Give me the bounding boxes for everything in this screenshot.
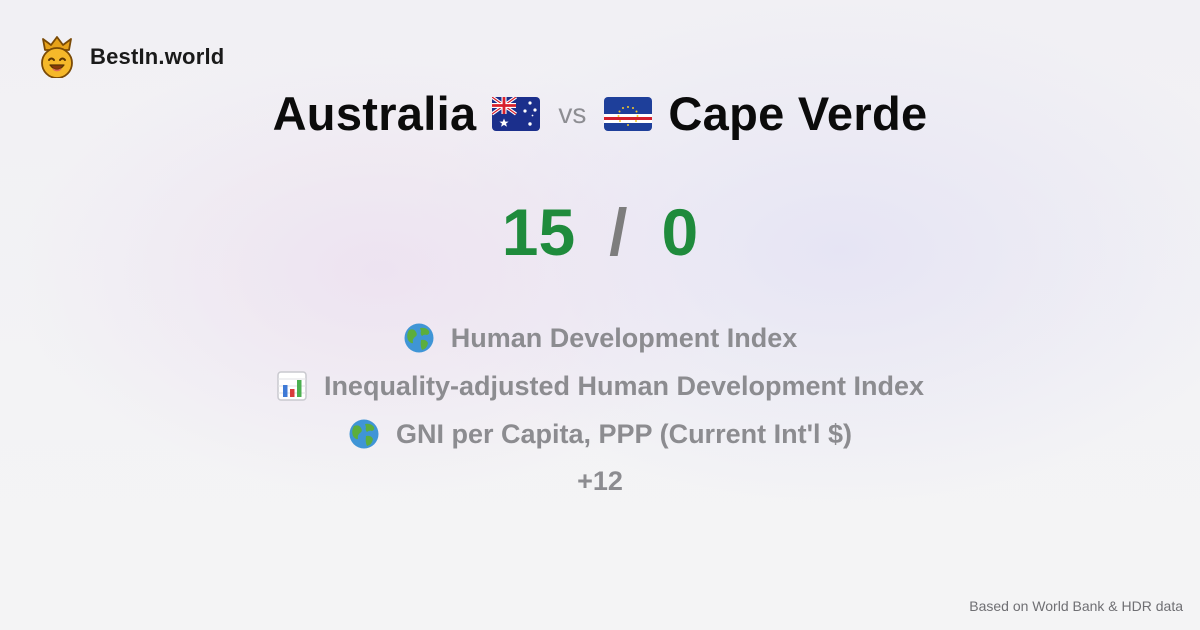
australia-flag-icon [492, 96, 541, 131]
metric-item[interactable]: Human Development Index [403, 314, 798, 362]
score-country-b: 0 [661, 195, 699, 269]
brand[interactable]: BestIn.world [38, 36, 224, 78]
globe-icon [404, 323, 434, 353]
country-b-name: Cape Verde [668, 87, 928, 140]
crowned-smiley-icon [41, 36, 73, 78]
bar-chart-icon [277, 371, 307, 401]
brand-name: BestIn.world [90, 44, 225, 69]
score: 15 / 0 [0, 194, 1200, 270]
vs-label: vs [558, 97, 587, 129]
metric-label: Inequality-adjusted Human Development In… [323, 370, 925, 401]
metric-item[interactable]: GNI per Capita, PPP (Current Int'l $) [348, 410, 852, 458]
cape-verde-flag-icon [604, 96, 653, 131]
score-separator: / [609, 195, 628, 269]
score-country-a: 15 [501, 195, 576, 269]
metric-label: GNI per Capita, PPP (Current Int'l $) [396, 418, 852, 449]
more-metrics-count[interactable]: +12 [577, 465, 623, 496]
metric-item[interactable]: Inequality-adjusted Human Development In… [276, 362, 924, 410]
metrics-list: Human Development Index Inequality-adjus… [0, 314, 1200, 504]
data-source-note: Based on World Bank & HDR data [969, 598, 1183, 614]
metric-label: Human Development Index [450, 322, 798, 353]
globe-icon [349, 419, 379, 449]
country-a-name: Australia [272, 87, 477, 140]
comparison-title: Australia vs Cape Verde [0, 86, 1200, 141]
